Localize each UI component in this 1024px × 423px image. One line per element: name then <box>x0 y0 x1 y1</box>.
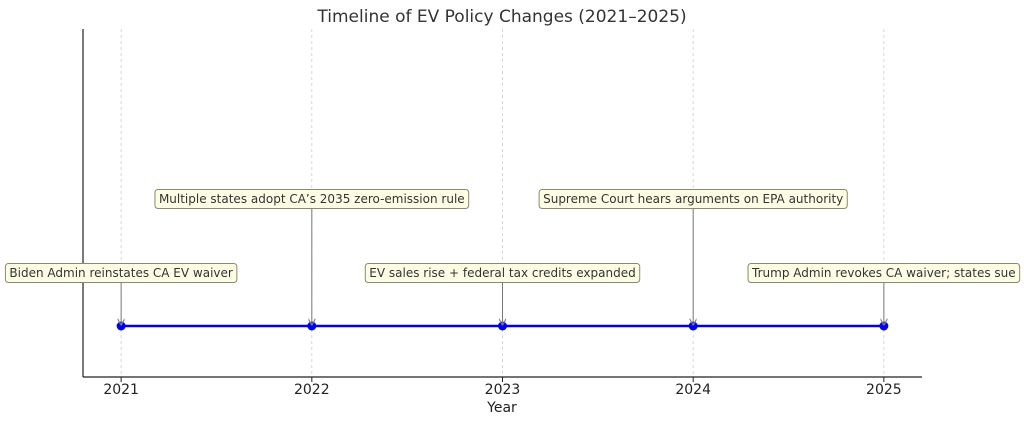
annotation-box-2023 <box>364 263 641 283</box>
annotation-box-2021 <box>4 263 238 283</box>
annotation-label-2022: Multiple states adopt CA’s 2035 zero-emi… <box>159 192 465 206</box>
annotation-label-2025: Trump Admin revokes CA waiver; states su… <box>751 266 1016 280</box>
annotation-box-2025 <box>747 263 1021 283</box>
annotation-box-2024 <box>538 189 848 209</box>
chart-title: Timeline of EV Policy Changes (2021–2025… <box>316 7 686 27</box>
annotation-label-2021: Biden Admin reinstates CA EV waiver <box>9 266 232 280</box>
annotations-layer: Biden Admin reinstates CA EV waiver Multi… <box>4 189 1021 326</box>
tick-label-2025: 2025 <box>866 382 902 398</box>
tick-label-2022: 2022 <box>294 382 330 398</box>
annotation-label-2023: EV sales rise + federal tax credits expa… <box>369 266 635 280</box>
x-ticks: 2021 2022 2023 2024 2025 <box>103 377 902 398</box>
tick-label-2021: 2021 <box>103 382 139 398</box>
x-axis-label: Year <box>486 400 517 416</box>
annotation-label-2024: Supreme Court hears arguments on EPA aut… <box>543 192 843 206</box>
tick-label-2023: 2023 <box>485 382 521 398</box>
annotation-box-2022 <box>154 189 470 209</box>
tick-label-2024: 2024 <box>675 382 711 398</box>
